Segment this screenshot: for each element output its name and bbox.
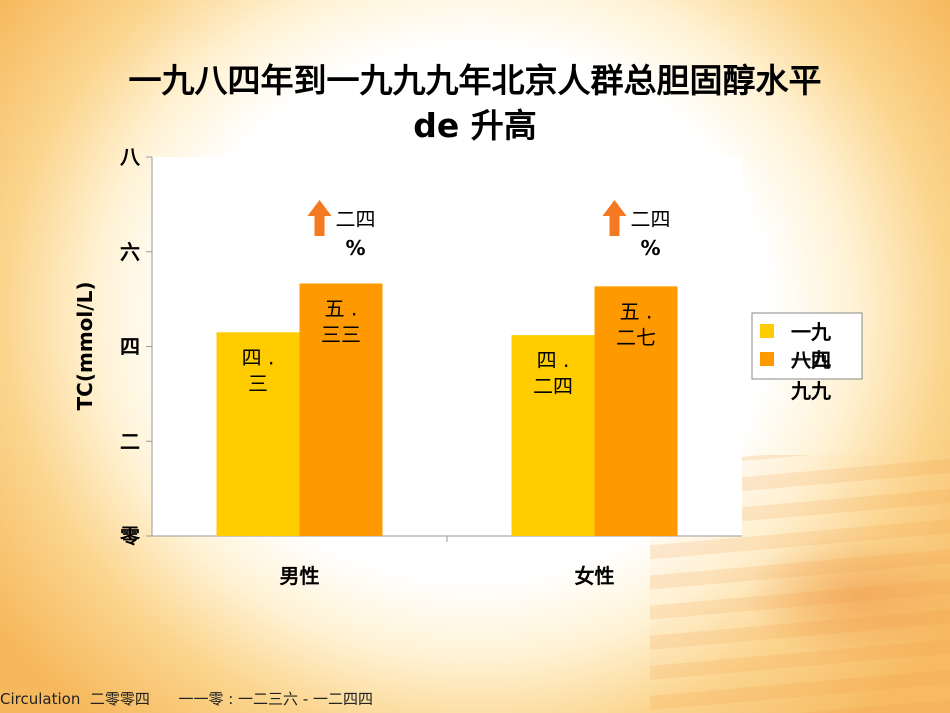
x-tick-label: 女性: [575, 564, 615, 588]
data-label: 三三: [321, 322, 361, 346]
data-label: 五 .: [620, 299, 653, 323]
bar-series-2: [299, 283, 383, 536]
bar-series-1: [216, 332, 300, 536]
title-line-1: 一九八四年到一九九九年北京人群总胆固醇水平: [128, 61, 822, 100]
x-tick-label: 男性: [280, 564, 320, 588]
increase-annotation: 二四: [336, 207, 376, 231]
increase-arrow-icon: [602, 200, 627, 236]
data-label: 四 .: [537, 348, 570, 372]
y-tick-label: 四: [120, 335, 140, 359]
title-line-2: de 升高: [413, 106, 537, 145]
increase-annotation-unit: %: [640, 236, 660, 260]
data-label: 四 .: [242, 345, 275, 369]
legend-swatch: [760, 352, 774, 366]
increase-annotation-unit: %: [345, 236, 365, 260]
legend-label: 一九: [791, 320, 831, 344]
y-tick-label: 零: [119, 524, 141, 548]
y-tick-label: 二: [120, 429, 140, 453]
page-title: 一九八四年到一九九九年北京人群总胆固醇水平 de 升高: [0, 58, 950, 148]
increase-arrow-icon: [307, 200, 332, 236]
data-label: 五 .: [325, 296, 358, 320]
increase-annotation: 二四: [631, 207, 671, 231]
legend-label: 八四: [791, 348, 831, 372]
bar-series-1: [511, 335, 595, 536]
data-label: 二四: [533, 374, 573, 398]
data-label: 三: [248, 371, 268, 395]
bar-series-2: [594, 286, 678, 536]
citation-footer: Circulation 二零零四 一一零 : 一二三六 - 一二四四: [0, 690, 374, 708]
data-label: 二七: [616, 325, 656, 349]
y-tick-label: 八: [120, 145, 141, 169]
y-tick-label: 六: [120, 240, 140, 264]
legend-label: 九九: [790, 379, 831, 403]
y-axis-label: TC(mmol/L): [73, 282, 97, 411]
legend-swatch: [760, 324, 774, 338]
legend-label: 一九: [791, 348, 831, 372]
